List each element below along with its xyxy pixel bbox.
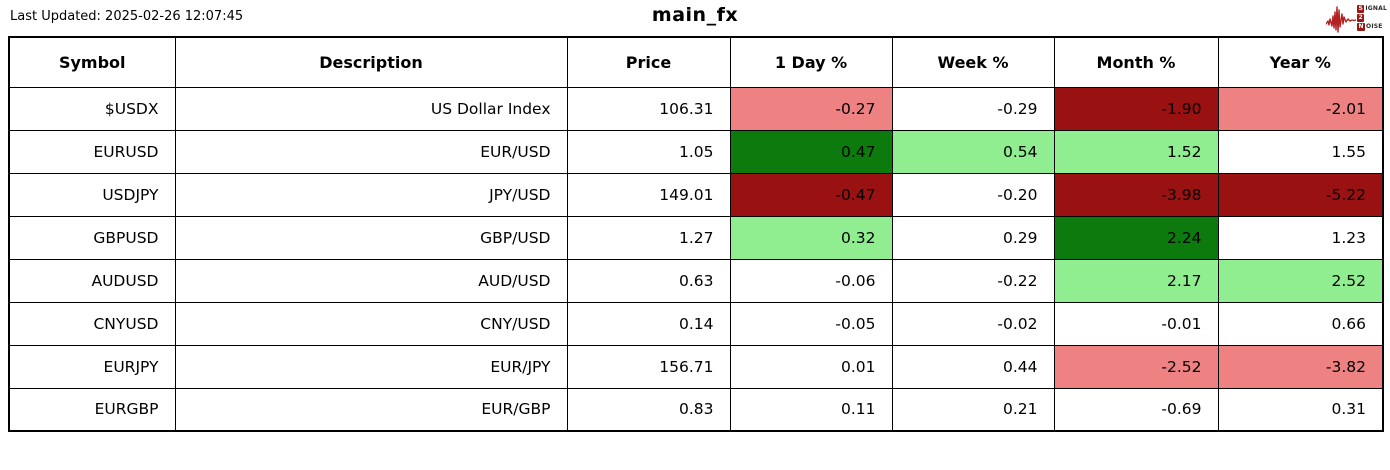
- col-header-1day-pct: 1 Day %: [729, 36, 893, 88]
- description-cell: CNY/USD: [174, 301, 568, 346]
- logo-signal-label: IGNAL: [1365, 5, 1387, 12]
- logo-line-noise: N OISE: [1357, 23, 1387, 31]
- page-title: main_fx: [651, 4, 739, 26]
- logo-noise-label: OISE: [1366, 23, 1383, 30]
- table-row: EURUSD EUR/USD 1.05 0.47 0.54 1.52 1.55: [8, 129, 1384, 174]
- year-pct-cell: 1.23: [1217, 215, 1384, 260]
- day-pct-cell: -0.05: [729, 301, 893, 346]
- logo-line-signal: S IGNAL: [1357, 5, 1387, 13]
- week-pct-cell: 0.54: [891, 129, 1055, 174]
- month-pct-cell: -1.90: [1053, 86, 1219, 131]
- price-cell: 1.05: [566, 129, 731, 174]
- year-pct-cell: 0.31: [1217, 387, 1384, 432]
- description-cell: EUR/USD: [174, 129, 568, 174]
- symbol-cell: CNYUSD: [8, 301, 176, 346]
- year-pct-cell: 0.66: [1217, 301, 1384, 346]
- month-pct-cell: 2.24: [1053, 215, 1219, 260]
- year-pct-cell: -3.82: [1217, 344, 1384, 389]
- year-pct-cell: -2.01: [1217, 86, 1384, 131]
- symbol-cell: EURJPY: [8, 344, 176, 389]
- day-pct-cell: 0.32: [729, 215, 893, 260]
- year-pct-cell: -5.22: [1217, 172, 1384, 217]
- month-pct-cell: 2.17: [1053, 258, 1219, 303]
- table-row: CNYUSD CNY/USD 0.14 -0.05 -0.02 -0.01 0.66: [8, 301, 1384, 346]
- fx-table: Symbol Description Price 1 Day % Week % …: [8, 36, 1384, 432]
- col-header-week-pct: Week %: [891, 36, 1055, 88]
- symbol-cell: $USDX: [8, 86, 176, 131]
- col-header-month-pct: Month %: [1053, 36, 1219, 88]
- waveform-icon: [1326, 6, 1357, 33]
- price-cell: 1.27: [566, 215, 731, 260]
- col-header-description: Description: [174, 36, 568, 88]
- table-row: AUDUSD AUD/USD 0.63 -0.06 -0.22 2.17 2.52: [8, 258, 1384, 303]
- day-pct-cell: 0.11: [729, 387, 893, 432]
- day-pct-cell: -0.27: [729, 86, 893, 131]
- logo-n-badge: N: [1357, 23, 1366, 31]
- symbol-cell: EURGBP: [8, 387, 176, 432]
- description-cell: EUR/GBP: [174, 387, 568, 432]
- price-cell: 149.01: [566, 172, 731, 217]
- month-pct-cell: 1.52: [1053, 129, 1219, 174]
- table-row: EURGBP EUR/GBP 0.83 0.11 0.21 -0.69 0.31: [8, 387, 1384, 432]
- symbol-cell: AUDUSD: [8, 258, 176, 303]
- month-pct-cell: -0.01: [1053, 301, 1219, 346]
- col-header-year-pct: Year %: [1217, 36, 1384, 88]
- year-pct-cell: 2.52: [1217, 258, 1384, 303]
- table-row: USDJPY JPY/USD 149.01 -0.47 -0.20 -3.98 -5.22: [8, 172, 1384, 217]
- table-row: EURJPY EUR/JPY 156.71 0.01 0.44 -2.52 -3.82: [8, 344, 1384, 389]
- day-pct-cell: -0.47: [729, 172, 893, 217]
- description-cell: EUR/JPY: [174, 344, 568, 389]
- logo-2-badge: 2: [1357, 14, 1365, 22]
- table-row: GBPUSD GBP/USD 1.27 0.32 0.29 2.24 1.23: [8, 215, 1384, 260]
- week-pct-cell: -0.22: [891, 258, 1055, 303]
- price-cell: 156.71: [566, 344, 731, 389]
- description-cell: US Dollar Index: [174, 86, 568, 131]
- logo-text: S IGNAL 2 N OISE: [1357, 5, 1387, 31]
- day-pct-cell: 0.01: [729, 344, 893, 389]
- col-header-symbol: Symbol: [8, 36, 176, 88]
- symbol-cell: USDJPY: [8, 172, 176, 217]
- table-row: $USDX US Dollar Index 106.31 -0.27 -0.29 -1.9…: [8, 86, 1384, 131]
- last-updated-text: Last Updated: 2025-02-26 12:07:45: [10, 9, 244, 24]
- week-pct-cell: -0.02: [891, 301, 1055, 346]
- week-pct-cell: -0.20: [891, 172, 1055, 217]
- logo-line-2: 2: [1357, 14, 1387, 22]
- symbol-cell: EURUSD: [8, 129, 176, 174]
- price-cell: 0.14: [566, 301, 731, 346]
- description-cell: JPY/USD: [174, 172, 568, 217]
- signal2noise-logo: S IGNAL 2 N OISE: [1326, 2, 1387, 34]
- week-pct-cell: -0.29: [891, 86, 1055, 131]
- day-pct-cell: 0.47: [729, 129, 893, 174]
- month-pct-cell: -3.98: [1053, 172, 1219, 217]
- week-pct-cell: 0.21: [891, 387, 1055, 432]
- col-header-price: Price: [566, 36, 731, 88]
- month-pct-cell: -2.52: [1053, 344, 1219, 389]
- month-pct-cell: -0.69: [1053, 387, 1219, 432]
- week-pct-cell: 0.44: [891, 344, 1055, 389]
- table-header-row: Symbol Description Price 1 Day % Week % …: [8, 36, 1384, 88]
- symbol-cell: GBPUSD: [8, 215, 176, 260]
- price-cell: 106.31: [566, 86, 731, 131]
- logo-s-badge: S: [1357, 5, 1365, 13]
- week-pct-cell: 0.29: [891, 215, 1055, 260]
- description-cell: AUD/USD: [174, 258, 568, 303]
- year-pct-cell: 1.55: [1217, 129, 1384, 174]
- price-cell: 0.63: [566, 258, 731, 303]
- table-body: $USDX US Dollar Index 106.31 -0.27 -0.29 -1.9…: [8, 86, 1384, 432]
- description-cell: GBP/USD: [174, 215, 568, 260]
- day-pct-cell: -0.06: [729, 258, 893, 303]
- price-cell: 0.83: [566, 387, 731, 432]
